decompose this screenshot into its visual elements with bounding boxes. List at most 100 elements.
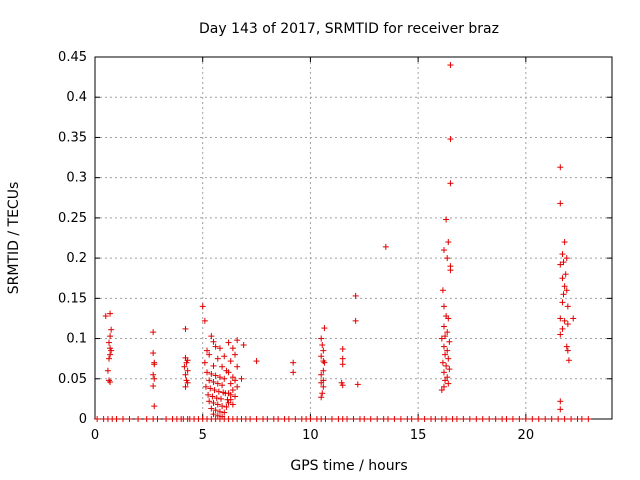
data-point <box>557 261 564 268</box>
y-axis-ticks: 0 0.05 0.1 0.15 0.2 0.25 0.3 0.35 0.4 0.45 <box>58 50 612 427</box>
data-point <box>442 351 449 358</box>
data-point <box>201 317 208 324</box>
data-point <box>440 383 447 390</box>
data-point <box>440 343 447 350</box>
data-point <box>563 287 570 294</box>
data-point <box>318 371 325 378</box>
data-point <box>492 416 499 422</box>
data-point <box>564 303 571 310</box>
data-point <box>234 363 241 370</box>
data-point <box>227 396 234 403</box>
data-point <box>555 416 562 422</box>
data-point <box>210 411 217 418</box>
data-point <box>559 251 566 258</box>
data-point <box>208 333 215 340</box>
data-point <box>238 375 245 382</box>
chart-title: Day 143 of 2017, SRMTID for receiver bra… <box>199 21 499 37</box>
data-point <box>565 357 572 364</box>
x-axis-label: GPS time / hours <box>290 458 407 474</box>
data-point <box>444 329 451 336</box>
data-point <box>415 416 422 422</box>
data-point <box>247 416 254 422</box>
x-tick-label: 5 <box>199 428 207 443</box>
data-point <box>106 339 113 346</box>
data-point <box>135 416 142 422</box>
data-point <box>339 361 346 368</box>
data-point <box>216 374 223 381</box>
y-axis-label: SRMTID / TECUs <box>6 182 22 295</box>
x-axis-ticks: 0 5 10 15 20 <box>91 57 534 443</box>
data-point <box>564 321 571 328</box>
data-point <box>563 255 570 262</box>
data-point <box>210 338 217 345</box>
data-point <box>107 351 114 358</box>
data-point <box>319 390 326 397</box>
y-tick-label: 0.3 <box>66 171 87 186</box>
data-point <box>439 287 446 294</box>
data-point <box>225 339 232 346</box>
data-point <box>559 325 566 332</box>
data-point <box>210 378 217 385</box>
data-point <box>107 333 114 340</box>
data-point <box>292 416 299 422</box>
data-point <box>210 362 217 369</box>
data-point <box>440 369 447 376</box>
grid-lines <box>95 57 612 419</box>
data-point <box>216 408 223 415</box>
data-point <box>438 335 445 342</box>
data-point <box>320 347 327 354</box>
data-point <box>232 377 239 384</box>
data-point <box>215 388 222 395</box>
data-point <box>391 416 398 422</box>
data-point <box>318 335 325 342</box>
data-point <box>445 315 452 322</box>
data-point <box>563 343 570 350</box>
data-point <box>212 407 219 414</box>
data-point <box>212 343 219 350</box>
data-point <box>561 416 568 422</box>
data-points <box>94 62 592 422</box>
data-point <box>568 416 575 422</box>
data-point <box>432 416 439 422</box>
data-point <box>503 416 510 422</box>
data-point <box>473 416 480 422</box>
data-point <box>466 416 473 422</box>
data-point <box>201 359 208 366</box>
data-point <box>225 369 232 376</box>
data-point <box>151 375 158 382</box>
data-point <box>206 398 213 405</box>
data-point <box>440 247 447 254</box>
data-point <box>184 367 191 374</box>
data-point <box>447 62 454 69</box>
data-point <box>408 416 415 422</box>
data-point <box>163 416 170 422</box>
data-point <box>207 385 214 392</box>
data-point <box>509 416 516 422</box>
data-point <box>104 367 111 374</box>
data-point <box>444 347 451 354</box>
data-point <box>234 383 241 390</box>
data-point <box>211 387 218 394</box>
data-point <box>223 403 230 410</box>
data-point <box>328 416 335 422</box>
data-point <box>561 317 568 324</box>
data-point <box>440 323 447 330</box>
data-point <box>290 369 297 376</box>
data-point <box>585 416 592 422</box>
data-point <box>447 136 454 143</box>
data-point <box>204 369 211 376</box>
data-point <box>240 341 247 348</box>
data-point <box>120 416 127 422</box>
data-point <box>443 216 450 223</box>
data-point <box>205 391 212 398</box>
data-point <box>94 416 101 422</box>
data-point <box>557 315 564 322</box>
y-tick-label: 0.05 <box>58 372 87 387</box>
data-point <box>107 310 114 317</box>
y-tick-label: 0 <box>79 412 87 427</box>
data-point <box>102 313 109 320</box>
data-point <box>557 200 564 207</box>
data-point <box>106 355 113 362</box>
data-point <box>199 303 206 310</box>
